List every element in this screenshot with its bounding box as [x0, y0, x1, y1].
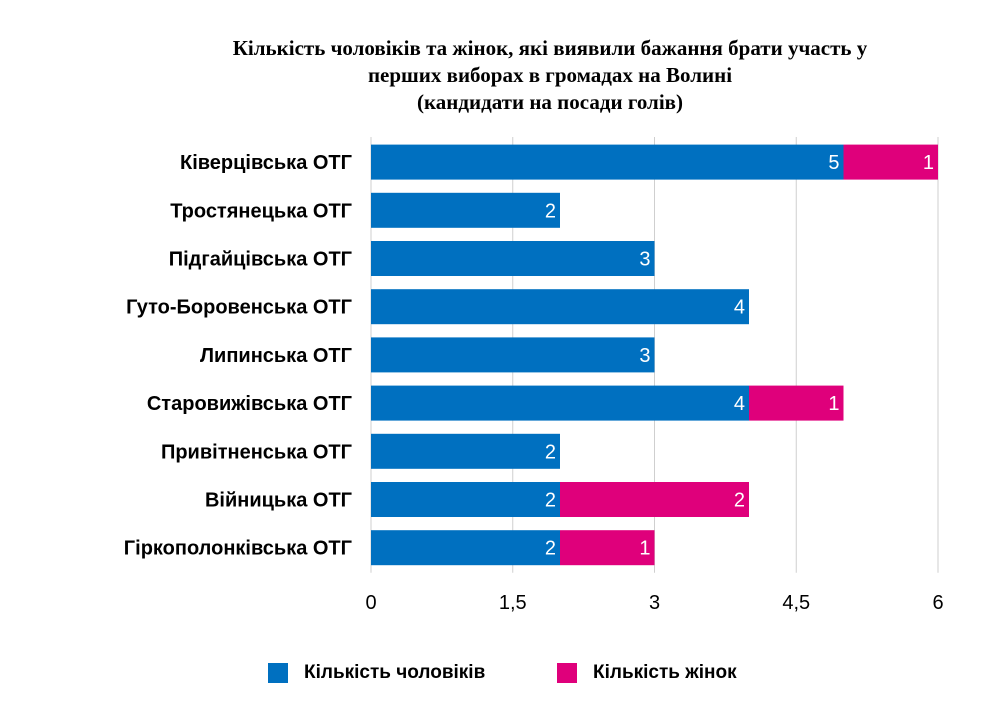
- legend-swatch-men: [268, 663, 288, 683]
- category-label: Підгайцівська ОТГ: [169, 249, 352, 271]
- category-label: Ківерцівська ОТГ: [180, 152, 352, 174]
- category-label: Липинська ОТГ: [200, 345, 352, 367]
- legend-item-men: Кількість чоловіків: [268, 662, 485, 684]
- bar-women: [843, 144, 938, 180]
- bar-men: [371, 192, 560, 228]
- bar-men: [371, 530, 560, 566]
- x-tick-label: 0: [365, 592, 376, 614]
- category-label: Війницька ОТГ: [205, 490, 352, 512]
- bar-women: [749, 385, 844, 421]
- bar-women: [560, 482, 749, 517]
- data-label-men: 3: [639, 345, 650, 367]
- bar-men: [371, 337, 655, 373]
- bar-men: [371, 144, 844, 180]
- data-label-women: 1: [828, 393, 839, 415]
- data-label-men: 3: [639, 249, 650, 271]
- x-tick-label: 1,5: [499, 592, 527, 614]
- x-tick-label: 6: [932, 592, 943, 614]
- data-label-women: 1: [639, 538, 650, 560]
- data-label-men: 2: [545, 490, 556, 512]
- bar-men: [371, 289, 749, 325]
- data-label-men: 5: [828, 152, 839, 174]
- legend-item-women: Кількість жінок: [557, 662, 737, 684]
- bar-men: [371, 482, 560, 517]
- chart-title-line-1: Кількість чоловіків та жінок, які виявил…: [232, 36, 868, 60]
- category-label: Привітненська ОТГ: [161, 441, 352, 463]
- chart-legend: Кількість чоловіків Кількість жінок: [0, 662, 1000, 688]
- data-label-men: 4: [734, 297, 745, 319]
- data-label-women: 1: [923, 152, 934, 174]
- chart-title-line-3: (кандидати на посади голів): [416, 90, 684, 114]
- legend-label-men: Кількість чоловіків: [304, 662, 486, 683]
- data-label-men: 2: [545, 200, 556, 222]
- bar-men: [371, 385, 749, 421]
- category-label: Гуто-Боровенська ОТГ: [126, 297, 352, 319]
- data-label-women: 2: [734, 490, 745, 512]
- data-label-men: 4: [734, 393, 745, 415]
- category-label: Тростянецька ОТГ: [170, 200, 352, 222]
- chart-title: Кількість чоловіків та жінок, які виявил…: [140, 35, 960, 116]
- data-label-men: 2: [545, 441, 556, 463]
- bar-women: [560, 530, 655, 566]
- bar-men: [371, 241, 655, 276]
- x-tick-label: 4,5: [782, 592, 810, 614]
- chart-title-line-2: перших виборах в громадах на Волині: [367, 63, 733, 87]
- bar-men: [371, 433, 560, 469]
- legend-label-women: Кількість жінок: [593, 662, 737, 683]
- data-label-men: 2: [545, 538, 556, 560]
- x-tick-label: 3: [649, 592, 660, 614]
- category-label: Гіркополонківська ОТГ: [124, 538, 352, 560]
- category-label: Старовижівська ОТГ: [147, 393, 352, 415]
- legend-swatch-women: [557, 663, 577, 683]
